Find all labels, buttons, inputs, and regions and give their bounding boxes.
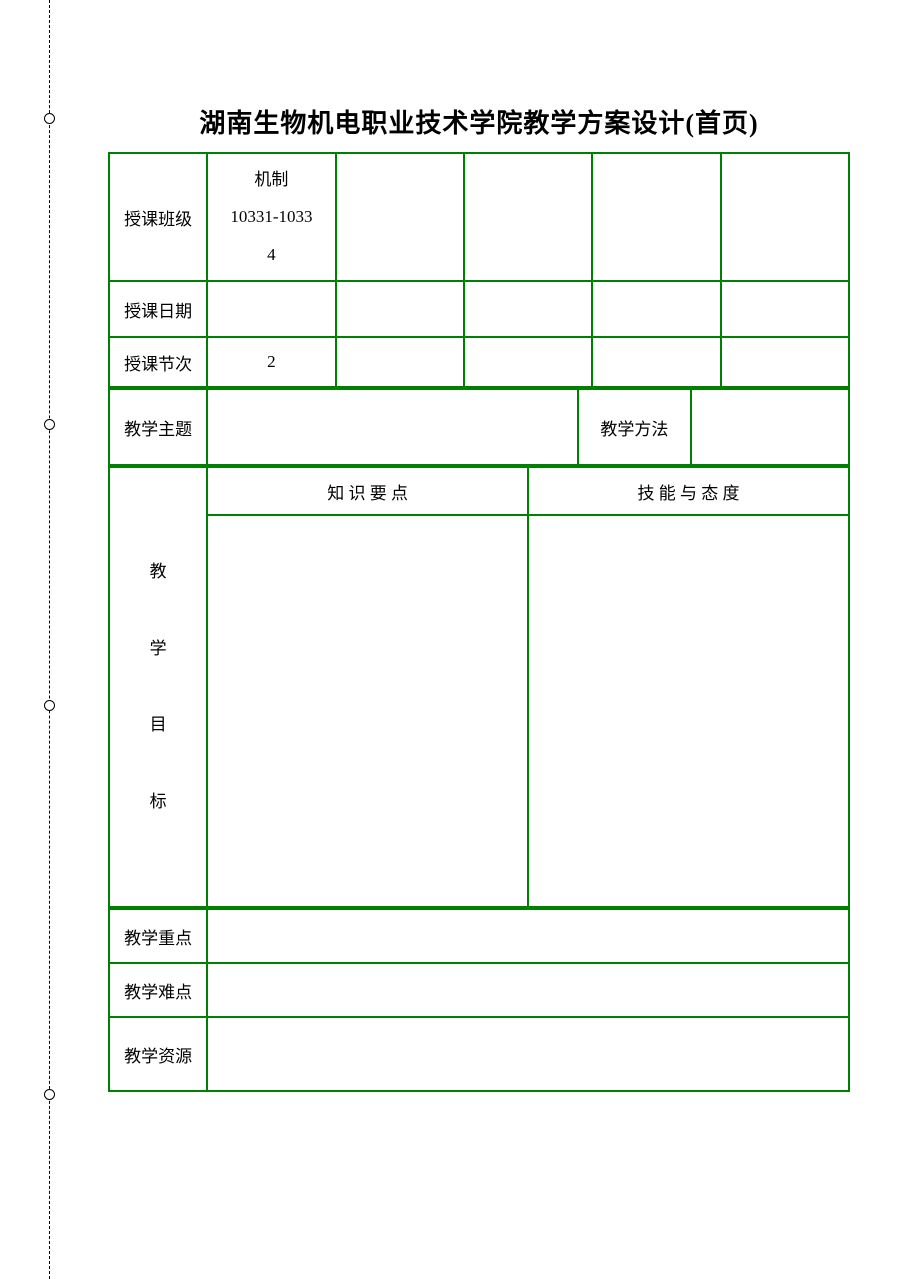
date-row: 授课日期 — [109, 281, 849, 337]
class-label: 授课班级 — [109, 153, 207, 281]
goals-label: 教 学 目 标 — [109, 467, 207, 907]
difficulties-cell — [207, 963, 849, 1017]
class-cell-1: 机制 10331-1033 4 — [207, 153, 335, 281]
section-cell-3 — [464, 337, 592, 387]
section-row: 授课节次 2 — [109, 337, 849, 387]
method-cell — [691, 389, 849, 465]
topic-row: 教学主题 教学方法 — [109, 389, 849, 465]
topic-table: 教学主题 教学方法 — [108, 388, 850, 466]
margin-line — [49, 0, 50, 1279]
date-cell-5 — [721, 281, 849, 337]
class-row: 授课班级 机制 10331-1033 4 — [109, 153, 849, 281]
date-cell-3 — [464, 281, 592, 337]
margin-marker — [44, 1089, 55, 1100]
resources-row: 教学资源 — [109, 1017, 849, 1091]
section-cell-4 — [592, 337, 720, 387]
goals-char-1: 教 — [110, 534, 206, 611]
goals-char-3: 目 — [110, 687, 206, 764]
section-cell-2 — [336, 337, 464, 387]
class-cell-3 — [464, 153, 592, 281]
skills-cell — [528, 515, 849, 907]
keypoints-label: 教学重点 — [109, 909, 207, 963]
section-cell-5 — [721, 337, 849, 387]
skills-header: 技 能 与 态 度 — [528, 467, 849, 515]
goals-char-4: 标 — [110, 764, 206, 841]
class-cell-5 — [721, 153, 849, 281]
section-label: 授课节次 — [109, 337, 207, 387]
goals-table: 教 学 目 标 知 识 要 点 技 能 与 态 度 — [108, 466, 850, 908]
method-label: 教学方法 — [578, 389, 690, 465]
class-1-line2: 10331-1033 — [208, 198, 334, 235]
class-1-line3: 4 — [208, 236, 334, 273]
page-title: 湖南生物机电职业技术学院教学方案设计(首页) — [108, 103, 850, 140]
margin-marker — [44, 700, 55, 711]
date-label: 授课日期 — [109, 281, 207, 337]
margin-marker — [44, 419, 55, 430]
class-cell-2 — [336, 153, 464, 281]
date-cell-4 — [592, 281, 720, 337]
keypoints-row: 教学重点 — [109, 909, 849, 963]
class-cell-4 — [592, 153, 720, 281]
topic-cell — [207, 389, 578, 465]
goals-body-row — [109, 515, 849, 907]
date-cell-2 — [336, 281, 464, 337]
resources-cell — [207, 1017, 849, 1091]
bottom-table: 教学重点 教学难点 教学资源 — [108, 908, 850, 1092]
class-1-line1: 机制 — [208, 161, 334, 198]
knowledge-header: 知 识 要 点 — [207, 467, 528, 515]
date-cell-1 — [207, 281, 335, 337]
keypoints-cell — [207, 909, 849, 963]
lesson-plan-table: 授课班级 机制 10331-1033 4 授课日期 授课节次 2 — [108, 152, 850, 388]
topic-label: 教学主题 — [109, 389, 207, 465]
knowledge-cell — [207, 515, 528, 907]
margin-marker — [44, 113, 55, 124]
goals-char-2: 学 — [110, 611, 206, 688]
resources-label: 教学资源 — [109, 1017, 207, 1091]
goals-header-row: 教 学 目 标 知 识 要 点 技 能 与 态 度 — [109, 467, 849, 515]
difficulties-row: 教学难点 — [109, 963, 849, 1017]
difficulties-label: 教学难点 — [109, 963, 207, 1017]
section-cell-1: 2 — [207, 337, 335, 387]
